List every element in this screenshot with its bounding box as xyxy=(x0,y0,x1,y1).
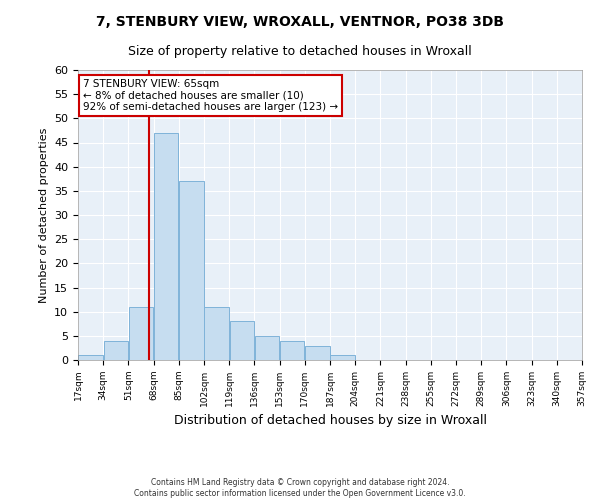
Text: 7, STENBURY VIEW, WROXALL, VENTNOR, PO38 3DB: 7, STENBURY VIEW, WROXALL, VENTNOR, PO38… xyxy=(96,15,504,29)
Bar xyxy=(255,336,279,360)
Bar xyxy=(205,307,229,360)
Bar xyxy=(280,340,304,360)
Bar xyxy=(331,355,355,360)
Bar xyxy=(230,322,254,360)
Bar xyxy=(154,133,178,360)
Text: Size of property relative to detached houses in Wroxall: Size of property relative to detached ho… xyxy=(128,45,472,58)
X-axis label: Distribution of detached houses by size in Wroxall: Distribution of detached houses by size … xyxy=(173,414,487,428)
Text: Contains HM Land Registry data © Crown copyright and database right 2024.
Contai: Contains HM Land Registry data © Crown c… xyxy=(134,478,466,498)
Text: 7 STENBURY VIEW: 65sqm
← 8% of detached houses are smaller (10)
92% of semi-deta: 7 STENBURY VIEW: 65sqm ← 8% of detached … xyxy=(83,78,338,112)
Bar xyxy=(179,181,203,360)
Bar xyxy=(129,307,153,360)
Y-axis label: Number of detached properties: Number of detached properties xyxy=(38,128,49,302)
Bar xyxy=(104,340,128,360)
Bar xyxy=(79,355,103,360)
Bar xyxy=(305,346,329,360)
